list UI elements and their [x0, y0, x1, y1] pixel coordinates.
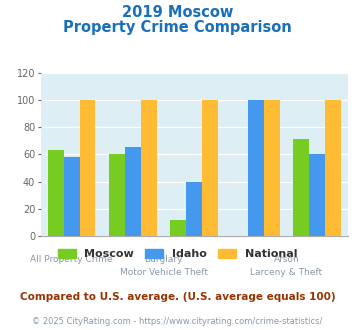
Text: Compared to U.S. average. (U.S. average equals 100): Compared to U.S. average. (U.S. average …	[20, 292, 335, 302]
Text: Arson: Arson	[274, 255, 299, 264]
Bar	[248, 100, 264, 236]
Bar	[325, 100, 341, 236]
Bar	[186, 182, 202, 236]
Bar	[48, 150, 64, 236]
Bar	[264, 100, 280, 236]
Text: © 2025 CityRating.com - https://www.cityrating.com/crime-statistics/: © 2025 CityRating.com - https://www.city…	[32, 317, 323, 326]
Bar	[64, 157, 80, 236]
Bar	[80, 100, 95, 236]
Bar	[293, 139, 309, 236]
Bar	[141, 100, 157, 236]
Bar	[109, 154, 125, 236]
Text: Property Crime Comparison: Property Crime Comparison	[63, 20, 292, 35]
Text: Motor Vehicle Theft: Motor Vehicle Theft	[120, 268, 208, 277]
Bar	[202, 100, 218, 236]
Legend: Moscow, Idaho, National: Moscow, Idaho, National	[53, 244, 302, 263]
Bar	[170, 220, 186, 236]
Text: 2019 Moscow: 2019 Moscow	[122, 5, 233, 20]
Bar	[125, 148, 141, 236]
Text: Burglary: Burglary	[144, 255, 183, 264]
Bar	[309, 154, 325, 236]
Text: Larceny & Theft: Larceny & Theft	[250, 268, 323, 277]
Text: All Property Crime: All Property Crime	[30, 255, 113, 264]
